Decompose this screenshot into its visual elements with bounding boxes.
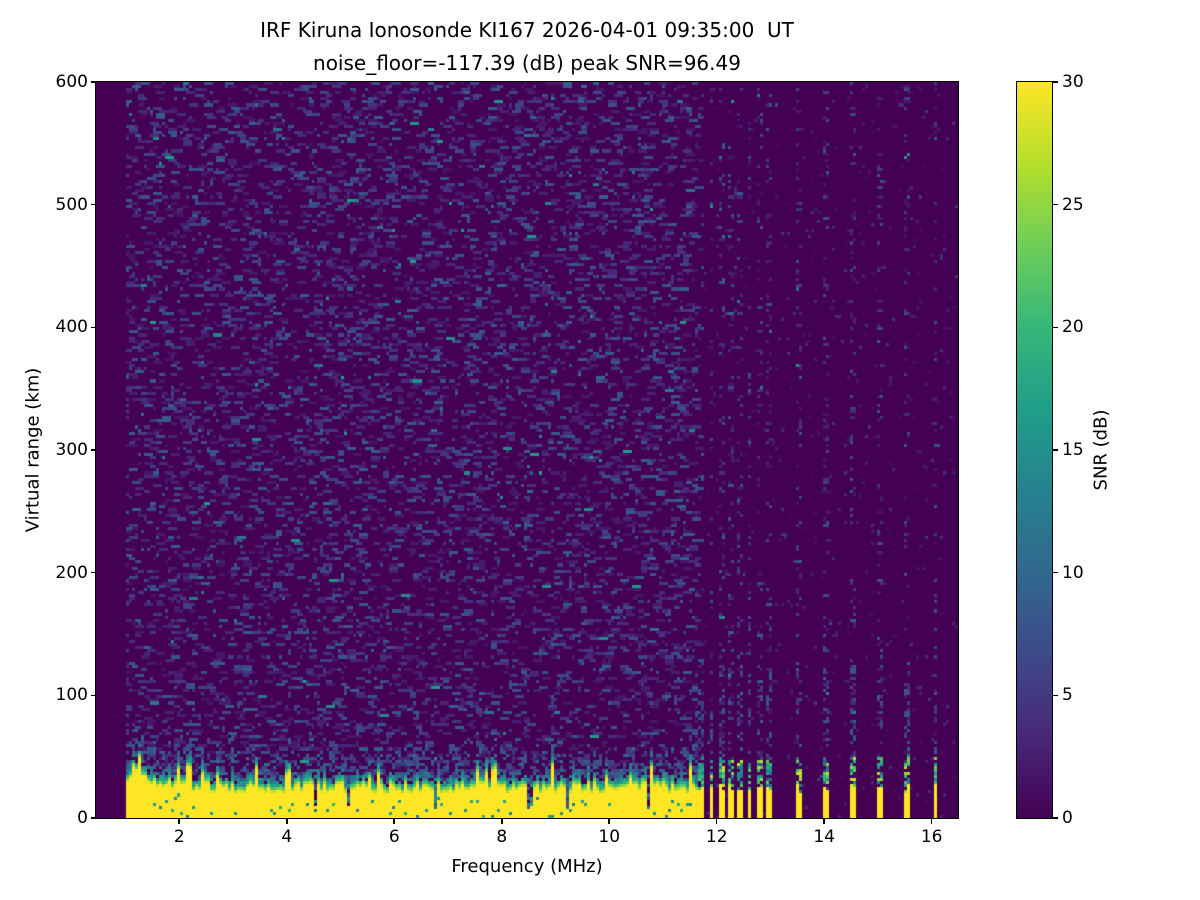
x-tick-label: 10	[598, 827, 621, 847]
y-tick-mark	[90, 694, 95, 697]
x-tick-mark	[823, 819, 825, 824]
colorbar-tick-label: 20	[1062, 317, 1084, 338]
colorbar-tick-label: 0	[1062, 808, 1073, 828]
x-tick-label: 16	[920, 827, 943, 847]
colorbar-tick-mark	[1053, 81, 1058, 83]
y-tick-mark	[90, 817, 95, 819]
x-tick-mark	[500, 819, 503, 824]
y-tick-mark	[90, 326, 95, 329]
y-tick-mark	[90, 449, 95, 451]
colorbar-tick-mark	[1053, 817, 1058, 819]
y-tick-mark	[90, 203, 95, 206]
y-tick-label: 400	[55, 317, 88, 338]
colorbar-gradient	[1016, 81, 1053, 819]
y-tick-label: 200	[55, 562, 88, 583]
y-tick-mark	[90, 571, 95, 574]
y-tick-mark	[90, 81, 95, 83]
x-tick-label: 2	[173, 827, 185, 847]
chart-title-line2: noise_floor=-117.39 (dB) peak SNR=96.49	[313, 51, 741, 75]
y-tick-label: 300	[55, 440, 88, 460]
y-tick-label: 100	[55, 685, 88, 706]
chart-title-line1: IRF Kiruna Ionosonde KI167 2026-04-01 09…	[260, 18, 794, 42]
colorbar-tick-label: 10	[1062, 562, 1084, 583]
colorbar-tick-mark	[1053, 694, 1058, 697]
chart-title: IRF Kiruna Ionosonde KI167 2026-04-01 09…	[96, 14, 958, 80]
x-tick-label: 8	[496, 827, 508, 847]
x-tick-label: 14	[813, 827, 835, 847]
x-tick-mark	[715, 819, 718, 824]
y-tick-label: 0	[77, 808, 88, 828]
x-tick-mark	[285, 819, 288, 824]
heatmap-plot-frame	[95, 81, 959, 819]
x-tick-label: 4	[281, 827, 293, 847]
x-tick-label: 12	[705, 827, 728, 847]
x-tick-mark	[393, 819, 396, 824]
colorbar-label: SNR (dB)	[1090, 409, 1112, 491]
colorbar-tick-mark	[1053, 449, 1058, 451]
x-tick-mark	[178, 819, 181, 824]
colorbar-tick-label: 5	[1062, 685, 1073, 706]
colorbar-tick-mark	[1053, 326, 1058, 329]
colorbar-tick-label: 25	[1062, 194, 1084, 215]
colorbar-tick-label: 15	[1062, 440, 1084, 460]
x-tick-mark	[608, 819, 611, 824]
ionogram-heatmap-canvas	[96, 82, 958, 818]
colorbar-tick-mark	[1053, 571, 1058, 574]
x-tick-label: 6	[388, 827, 400, 847]
x-tick-mark	[930, 819, 933, 824]
colorbar-tick-label: 30	[1062, 72, 1084, 92]
y-tick-label: 500	[55, 194, 88, 215]
x-axis-label: Frequency (MHz)	[451, 856, 603, 877]
y-tick-label: 600	[55, 72, 88, 92]
colorbar-tick-mark	[1053, 203, 1058, 206]
